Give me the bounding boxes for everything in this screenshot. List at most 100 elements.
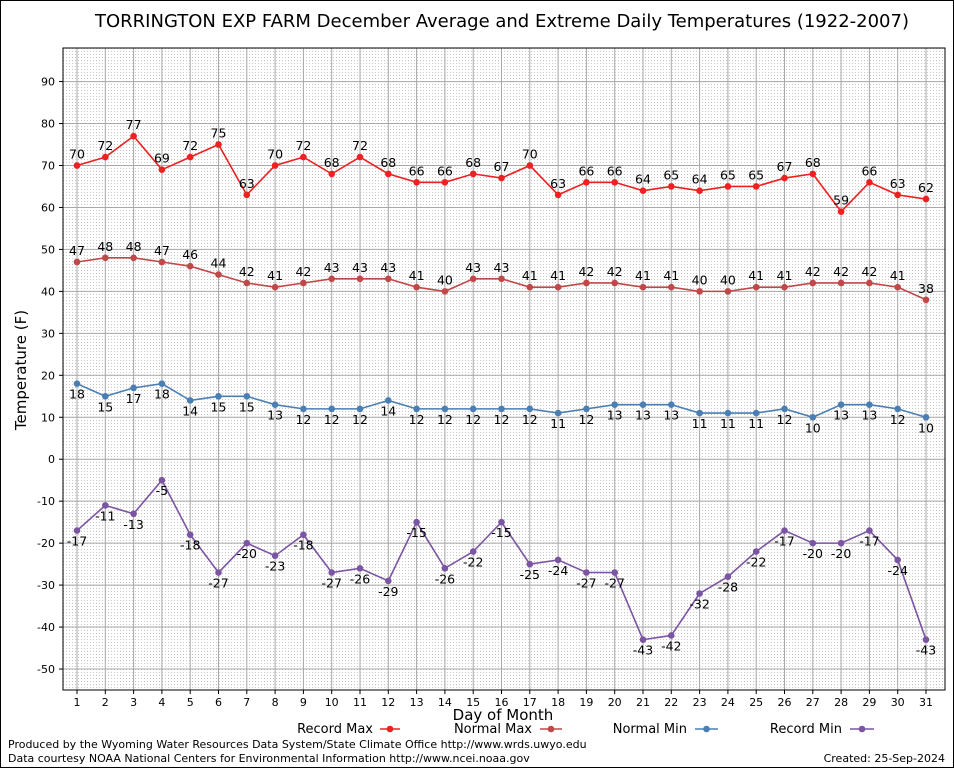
record-max-point bbox=[441, 178, 449, 186]
record-min-point bbox=[724, 573, 732, 581]
normal-min-point bbox=[102, 392, 109, 400]
record-max-data-label: 72 bbox=[352, 138, 368, 153]
record-max-data-label: 62 bbox=[918, 180, 934, 195]
record-max-data-label: 65 bbox=[720, 167, 736, 182]
record-max-data-label: 67 bbox=[777, 159, 793, 174]
record-max-point bbox=[413, 178, 420, 186]
x-tick-label: 8 bbox=[272, 696, 279, 709]
normal-min-data-label: 13 bbox=[607, 408, 623, 423]
normal-min-point bbox=[894, 405, 901, 413]
record-max-data-label: 63 bbox=[550, 176, 566, 191]
record-max-point bbox=[73, 162, 81, 169]
record-max-data-label: 66 bbox=[578, 163, 594, 178]
record-max-point bbox=[752, 183, 760, 190]
record-min-point bbox=[158, 476, 166, 484]
record-min-point bbox=[668, 632, 675, 639]
normal-min-point bbox=[356, 405, 364, 413]
normal-max-data-label: 40 bbox=[692, 272, 708, 287]
normal-min-point bbox=[186, 397, 194, 404]
record-max-data-label: 77 bbox=[126, 117, 142, 132]
normal-min-data-label: 10 bbox=[918, 420, 934, 435]
record-max-point bbox=[186, 153, 194, 161]
y-tick-label: -20 bbox=[37, 537, 55, 550]
record-min-data-label: -26 bbox=[435, 571, 455, 586]
normal-min-point bbox=[752, 409, 760, 417]
y-tick-label: 30 bbox=[41, 327, 55, 340]
x-tick-label: 1 bbox=[74, 696, 81, 709]
record-max-point bbox=[639, 187, 647, 194]
record-min-data-label: -26 bbox=[350, 571, 370, 586]
normal-min-point bbox=[866, 401, 873, 408]
normal-min-data-label: 15 bbox=[239, 399, 255, 414]
plot-frame bbox=[62, 47, 946, 691]
normal-min-point bbox=[922, 413, 930, 421]
legend-label-normal-max: Normal Max bbox=[454, 722, 532, 737]
record-min-data-label: -42 bbox=[661, 638, 681, 653]
record-min-point bbox=[696, 590, 703, 597]
normal-min-data-label: 13 bbox=[861, 408, 877, 423]
record-max-data-label: 65 bbox=[663, 167, 679, 182]
x-tick-label: 22 bbox=[664, 696, 678, 709]
normal-max-point bbox=[922, 296, 930, 304]
record-max-data-label: 68 bbox=[380, 155, 396, 170]
normal-max-data-label: 44 bbox=[211, 256, 227, 271]
record-min-data-label: -27 bbox=[604, 576, 624, 591]
normal-max-point bbox=[781, 283, 788, 291]
record-max-point bbox=[696, 187, 703, 194]
normal-max-data-label: 43 bbox=[324, 260, 340, 275]
footer-created: Created: 25-Sep-2024 bbox=[824, 752, 945, 765]
legend-marker-record-min bbox=[858, 725, 866, 733]
record-max-data-label: 64 bbox=[635, 172, 651, 187]
record-max-point bbox=[158, 166, 166, 173]
record-min-point bbox=[894, 556, 901, 564]
normal-max-data-label: 41 bbox=[663, 268, 679, 283]
normal-max-data-label: 42 bbox=[607, 264, 623, 279]
record-max-point bbox=[837, 208, 845, 215]
x-tick-label: 10 bbox=[325, 696, 339, 709]
y-tick-label: -50 bbox=[37, 663, 55, 676]
record-min-point bbox=[583, 569, 590, 576]
x-tick-label: 5 bbox=[187, 696, 194, 709]
normal-min-data-label: 10 bbox=[805, 420, 821, 435]
normal-max-point bbox=[696, 288, 703, 295]
record-min-data-label: -24 bbox=[548, 563, 568, 578]
record-max-point bbox=[215, 141, 222, 148]
x-axis-label: Day of Month bbox=[453, 706, 554, 724]
record-min-data-label: -18 bbox=[180, 538, 200, 553]
normal-min-data-label: 12 bbox=[890, 412, 906, 427]
y-tick-label: 80 bbox=[41, 118, 55, 131]
legend-marker-normal-min bbox=[703, 725, 710, 733]
normal-min-point bbox=[696, 409, 703, 417]
record-min-data-label: -20 bbox=[237, 546, 257, 561]
record-max-data-label: 65 bbox=[748, 167, 764, 182]
y-tick-label: 0 bbox=[48, 453, 55, 466]
normal-min-point bbox=[469, 405, 477, 413]
normal-min-point bbox=[413, 405, 420, 413]
record-max-data-label: 72 bbox=[97, 138, 113, 153]
record-min-point bbox=[215, 569, 222, 576]
x-tick-label: 4 bbox=[158, 696, 165, 709]
x-tick-label: 19 bbox=[579, 696, 593, 709]
normal-max-point bbox=[639, 283, 647, 291]
normal-max-data-label: 40 bbox=[720, 272, 736, 287]
record-min-data-label: -11 bbox=[95, 508, 115, 523]
legend-label-record-min: Record Min bbox=[770, 722, 842, 737]
y-tick-label: 70 bbox=[41, 159, 55, 172]
record-max-data-label: 63 bbox=[890, 176, 906, 191]
record-min-point bbox=[498, 518, 505, 526]
record-max-data-label: 75 bbox=[211, 126, 227, 141]
record-min-point bbox=[186, 531, 194, 539]
record-min-data-label: -27 bbox=[321, 576, 341, 591]
normal-max-point bbox=[583, 279, 590, 287]
legend-label-record-max: Record Max bbox=[297, 722, 373, 737]
normal-min-data-label: 12 bbox=[494, 412, 510, 427]
normal-min-point bbox=[328, 405, 336, 413]
record-max-point bbox=[781, 174, 788, 182]
normal-min-data-label: 18 bbox=[69, 387, 85, 402]
record-min-data-label: -5 bbox=[156, 483, 168, 498]
normal-max-point bbox=[526, 283, 534, 291]
normal-max-data-label: 41 bbox=[409, 268, 425, 283]
record-max-point bbox=[102, 153, 109, 161]
record-max-point bbox=[130, 132, 137, 140]
normal-min-data-label: 11 bbox=[692, 416, 708, 431]
